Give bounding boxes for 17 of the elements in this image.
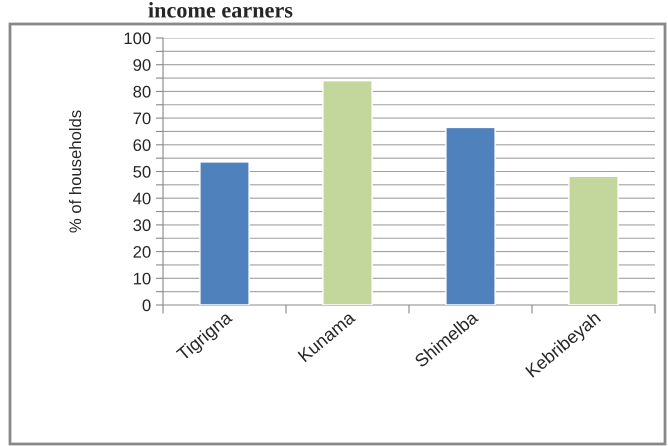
y-tick-label: 10 xyxy=(134,272,151,285)
y-tick-label: 30 xyxy=(133,219,151,232)
y-tick-label: 70 xyxy=(134,112,151,124)
bar xyxy=(445,126,496,305)
y-axis-title: % of households xyxy=(68,110,82,233)
bar xyxy=(568,176,619,305)
y-tick-label: 0 xyxy=(142,299,151,312)
bar xyxy=(199,161,250,305)
y-tick-label: 60 xyxy=(134,139,151,152)
chart-title: income earners xyxy=(148,2,292,18)
y-tick-label: 90 xyxy=(133,59,151,71)
y-tick-label: 100 xyxy=(124,32,151,44)
y-tick-label: 40 xyxy=(133,192,151,204)
y-tick-label: 20 xyxy=(133,246,151,258)
y-tick-label: 50 xyxy=(133,166,151,178)
y-tick-label: 80 xyxy=(133,86,151,98)
bar xyxy=(322,80,373,305)
